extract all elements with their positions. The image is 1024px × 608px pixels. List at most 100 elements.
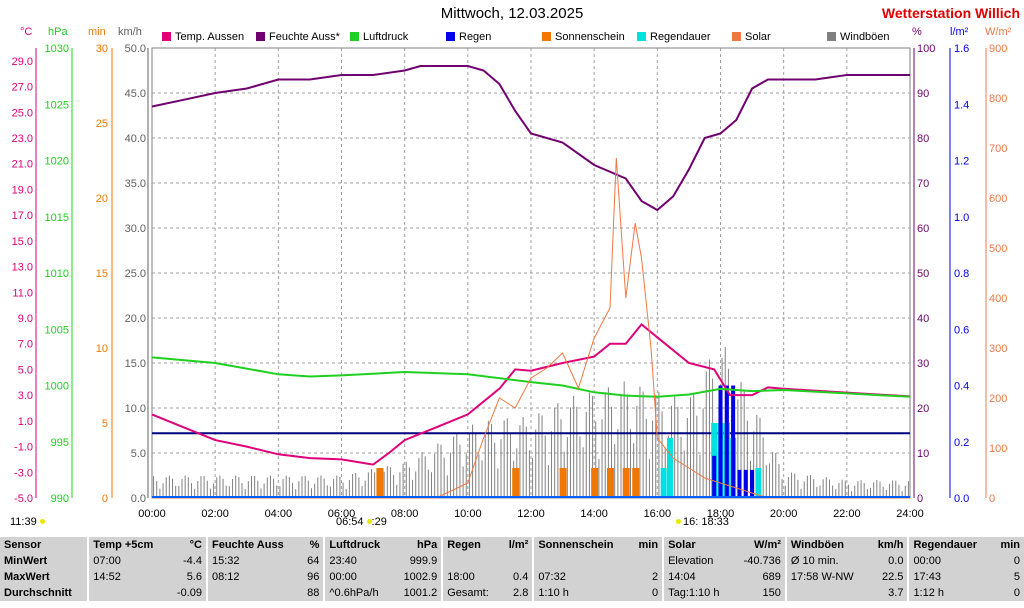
- table-cell: Elevation: [662, 553, 733, 569]
- humidity-tick-label: 0: [917, 493, 923, 505]
- x-tick-label: 24:00: [896, 508, 924, 520]
- table-row: MaxWert 14:52 5.6 08:12 96 00:00 1002.9 18:00 0.…: [0, 569, 1024, 585]
- wind-tick-label: 5.0: [131, 448, 146, 460]
- sunset-time: 18:33: [701, 516, 729, 528]
- legend-swatch: [827, 32, 836, 41]
- minutes-tick-label: 20: [96, 193, 108, 205]
- rain-tick-label: 1.2: [954, 156, 969, 168]
- rain-bar: [737, 469, 742, 498]
- table-cell: 07:32: [532, 569, 631, 585]
- legend-swatch: [256, 32, 265, 41]
- table-cell: 88: [300, 585, 324, 601]
- solar-tick-label: 700: [989, 143, 1007, 155]
- wind-tick-label: 20.0: [125, 313, 146, 325]
- table-cell: 689: [732, 569, 785, 585]
- rain-bar: [743, 469, 748, 498]
- sunrise-time: 06:54: [336, 516, 364, 528]
- wind-axis-title: km/h: [118, 26, 142, 38]
- table-cell: [441, 553, 501, 569]
- temp-tick-label: 1.0: [18, 416, 33, 428]
- table-row: Sensor Temp +5cm °C Feuchte Auss% Luftdruck h…: [0, 537, 1024, 553]
- series-line: [151, 322, 911, 466]
- table-row: Durchschnitt -0.09 88 ^0.6hPa/h 1001.2 Gesamt…: [0, 585, 1024, 601]
- table-cell: 1002.9: [393, 569, 442, 585]
- table-cell: -0.09: [167, 585, 206, 601]
- rain-tick-label: 0.6: [954, 324, 969, 336]
- solar-tick-label: 300: [989, 343, 1007, 355]
- rain-bar: [712, 455, 717, 498]
- temp-tick-label: 27.0: [12, 82, 33, 94]
- table-cell: 0: [992, 585, 1024, 601]
- pressure-tick-label: 1010: [45, 268, 69, 280]
- minutes-tick-label: 25: [96, 118, 108, 130]
- minutes-tick-label: 10: [96, 343, 108, 355]
- table-cell: Solar: [662, 537, 733, 553]
- table-cell: -4.4: [167, 553, 206, 569]
- table-cell: 08:12: [205, 569, 301, 585]
- legend-label: Feuchte Auss*: [269, 31, 340, 43]
- temp-tick-label: 3.0: [18, 390, 33, 402]
- sun-label-text: 11:39: [10, 516, 37, 528]
- temp-tick-label: 19.0: [12, 184, 33, 196]
- x-tick-label: 22:00: [833, 508, 861, 520]
- table-cell: 0: [992, 553, 1024, 569]
- table-cell: Ø 10 min.: [784, 553, 869, 569]
- temp-tick-label: -5.0: [14, 493, 33, 505]
- solar-tick-label: 500: [989, 243, 1007, 255]
- minutes-tick-label: 0: [102, 493, 108, 505]
- table-cell: 1:12 h: [907, 585, 993, 601]
- table-cell: hPa: [393, 537, 442, 553]
- minutes-tick-label: 30: [96, 43, 108, 55]
- table-cell: 18:00: [441, 569, 501, 585]
- rain-tick-label: 1.0: [954, 212, 969, 224]
- table-cell: 5: [992, 569, 1024, 585]
- wind-tick-label: 25.0: [125, 268, 146, 280]
- table-cell: [630, 553, 663, 569]
- table-cell: 22.5: [868, 569, 908, 585]
- table-cell: l/m²: [500, 537, 533, 553]
- legend-pressure: Luftdruck: [350, 31, 408, 43]
- table-cell: Gesamt:: [441, 585, 501, 601]
- x-tick-label: 12:00: [517, 508, 545, 520]
- chart-title: Mittwoch, 12.03.2025: [440, 5, 584, 22]
- table-cell: 999.9: [393, 553, 442, 569]
- table-cell: 96: [300, 569, 324, 585]
- legend-swatch: [162, 32, 171, 41]
- table-cell: 14:04: [662, 569, 733, 585]
- legend-gust: Windböen: [827, 31, 890, 43]
- minutes-axis-title: min: [88, 26, 106, 38]
- table-cell: Temp +5cm: [87, 537, 168, 553]
- table-cell: W/m²: [732, 537, 785, 553]
- series-line: [152, 157, 910, 499]
- solar-tick-label: 900: [989, 43, 1007, 55]
- sunshine-bar: [376, 468, 384, 498]
- table-cell: 150: [732, 585, 785, 601]
- temp-tick-label: 17.0: [12, 210, 33, 222]
- table-cell: 23:40: [323, 553, 394, 569]
- legend-label: Regendauer: [650, 31, 711, 43]
- temp-axis-title: °C: [20, 26, 33, 38]
- humidity-tick-label: 90: [917, 88, 929, 100]
- solar-tick-label: 200: [989, 393, 1007, 405]
- table-cell: 5.6: [167, 569, 206, 585]
- legend-swatch: [350, 32, 359, 41]
- rainduration-bar: [666, 438, 673, 498]
- sun-label-left: 11:39: [10, 516, 45, 528]
- humidity-tick-label: 100: [917, 43, 935, 55]
- table-cell: 3.7: [868, 585, 908, 601]
- sunshine-bar: [512, 468, 520, 498]
- table-cell: 00:00: [907, 553, 993, 569]
- pressure-tick-label: 1030: [45, 43, 69, 55]
- x-tick-label: 14:00: [580, 508, 608, 520]
- table-cell: 0: [630, 585, 663, 601]
- rainduration-bar: [660, 468, 667, 498]
- table-cell: Tag:1:10 h: [662, 585, 733, 601]
- weather-chart: 00:00 02:00 04:00 06:00 08:00 10:00 12:00 14:00…: [12, 43, 1008, 520]
- humidity-tick-label: 70: [917, 178, 929, 190]
- legend-label: Sonnenschein: [555, 31, 625, 43]
- table-cell: 14:52: [87, 569, 168, 585]
- legend-swatch: [446, 32, 455, 41]
- table-cell: 07:00: [87, 553, 168, 569]
- temp-tick-label: 15.0: [12, 236, 33, 248]
- rain-axis-title: l/m²: [950, 26, 969, 38]
